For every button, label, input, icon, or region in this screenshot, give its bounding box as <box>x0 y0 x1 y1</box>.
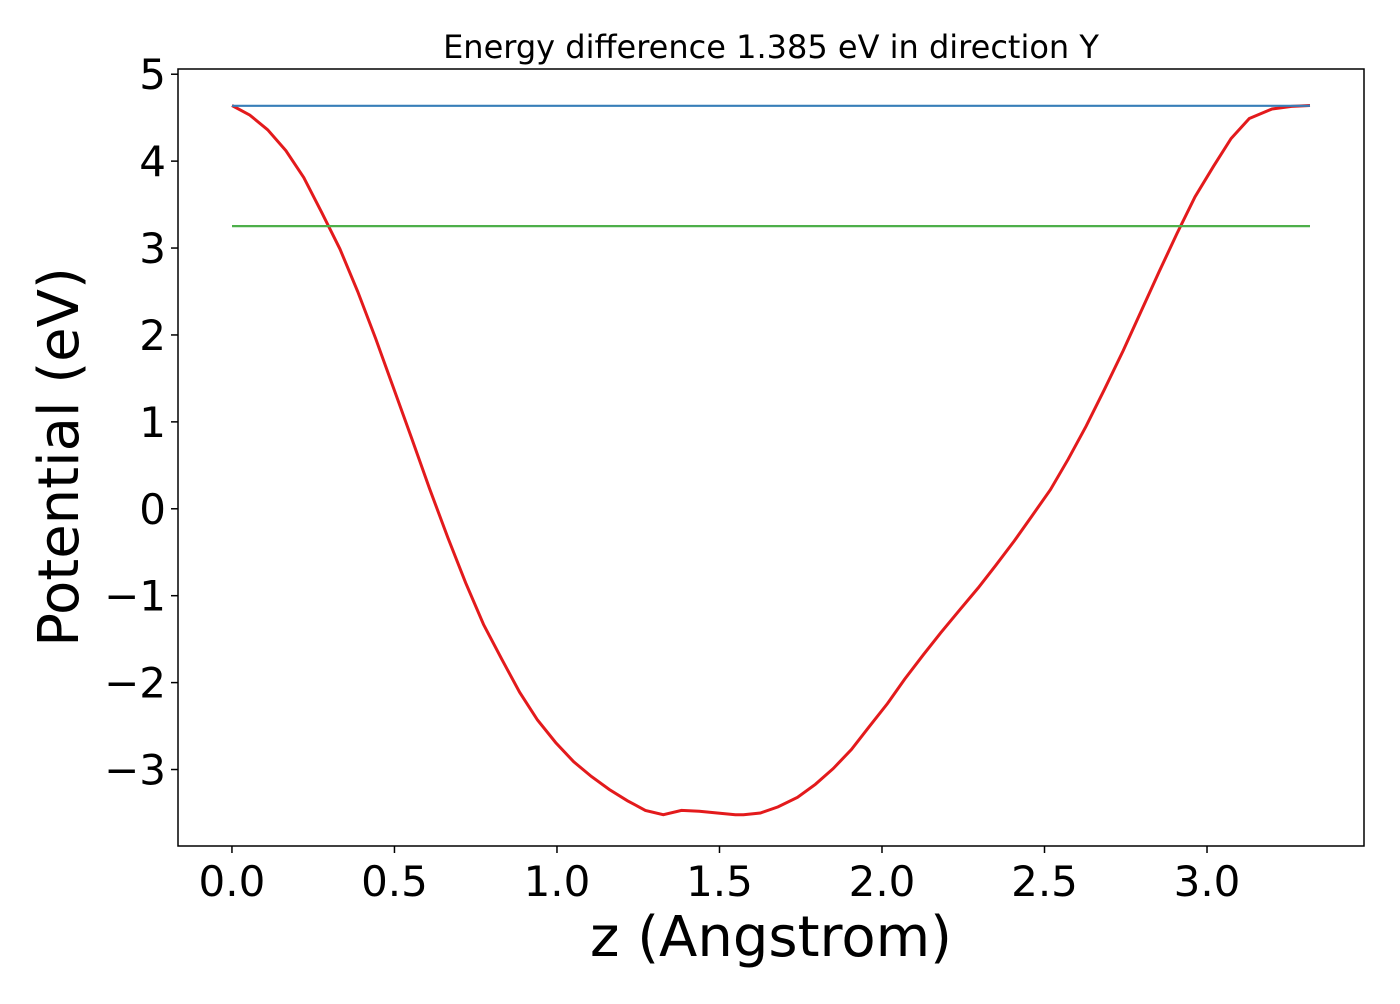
x-tick-label: 0.5 <box>361 857 428 906</box>
x-tick-label: 0.0 <box>199 857 266 906</box>
y-axis-label: Potential (eV) <box>27 267 92 647</box>
y-tick-label: −1 <box>104 572 166 621</box>
y-tick-label: 5 <box>139 50 166 99</box>
axes-frame <box>177 68 1365 847</box>
x-ticks: 0.0 0.5 1.0 1.5 2.0 2.5 3.0 <box>199 846 1241 906</box>
y-tick-label: −3 <box>104 746 166 795</box>
y-tick-label: −2 <box>104 659 166 708</box>
series-group <box>231 104 1311 817</box>
chart-title: Energy difference 1.385 eV in direction … <box>443 28 1099 66</box>
x-tick-label: 2.5 <box>1011 857 1078 906</box>
potential-curve <box>231 104 1311 817</box>
x-tick-label: 2.0 <box>849 857 916 906</box>
x-tick-label: 1.0 <box>524 857 591 906</box>
x-tick-label: 1.5 <box>686 857 753 906</box>
y-ticks: −3 −2 −1 0 1 2 3 4 5 <box>104 50 178 795</box>
x-axis-label: z (Angstrom) <box>590 905 952 970</box>
y-tick-label: 0 <box>139 485 166 534</box>
y-tick-label: 1 <box>139 398 166 447</box>
y-tick-label: 4 <box>139 137 166 186</box>
y-tick-label: 3 <box>139 224 166 273</box>
y-tick-label: 2 <box>139 311 166 360</box>
x-tick-label: 3.0 <box>1174 857 1241 906</box>
